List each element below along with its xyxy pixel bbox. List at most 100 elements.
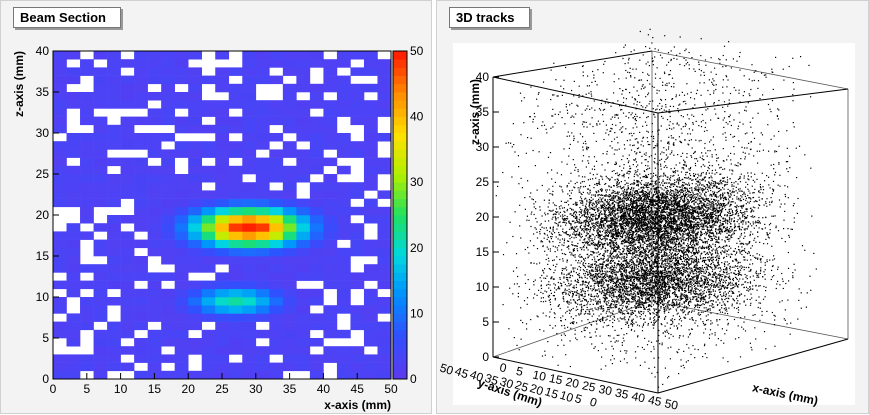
scatter-point (759, 144, 760, 145)
scatter-point (751, 141, 752, 142)
heatmap-cell (134, 141, 148, 150)
heatmap-cell (256, 174, 270, 183)
scatter-point (673, 137, 674, 138)
scatter-point (596, 335, 597, 336)
scatter-point (651, 42, 652, 43)
scatter-point (634, 50, 635, 51)
scatter-point (635, 99, 636, 100)
scatter-point (587, 192, 588, 193)
heatmap-cell (175, 248, 189, 256)
scatter-point (602, 239, 603, 240)
scatter-point (533, 119, 534, 120)
scatter-point (654, 87, 655, 88)
x-tick-label: 25 (215, 382, 229, 396)
heatmap-cell (121, 256, 135, 265)
heatmap-cell (80, 108, 94, 117)
heatmap-cell (188, 149, 202, 158)
scatter-point (646, 169, 647, 170)
scatter-point (661, 116, 662, 117)
scatter-point (565, 335, 566, 336)
scatter-point (692, 129, 693, 130)
heatmap-cell (215, 281, 229, 290)
scatter-point (685, 229, 686, 230)
scatter-point (597, 318, 598, 319)
heatmap-cell (53, 256, 67, 265)
heatmap-cell (80, 166, 94, 175)
heatmap-cell (121, 141, 135, 150)
scatter-point (713, 85, 714, 86)
scatter-point (697, 90, 698, 91)
heatmap-cell (296, 305, 310, 314)
scatter-point (573, 232, 574, 233)
scatter-point (687, 133, 688, 134)
scatter-point (567, 240, 568, 241)
scatter-point (679, 136, 680, 137)
heatmap-cell (53, 51, 67, 60)
scatter-point (676, 59, 677, 60)
scatter-point (656, 234, 657, 235)
heatmap-cell (242, 264, 256, 273)
heatmap-cell (121, 240, 135, 249)
scatter-point (655, 237, 656, 238)
heatmap-cell (269, 215, 283, 224)
scatter-point (636, 316, 637, 317)
scatter-point (762, 192, 763, 193)
scatter-point (554, 204, 555, 205)
heatmap-cell (134, 174, 148, 183)
scatter-point (605, 365, 606, 366)
scatter-point (569, 135, 570, 136)
scatter-point (577, 300, 578, 301)
scatter-point (744, 91, 745, 92)
scatter-point (728, 308, 729, 309)
scatter-point (739, 122, 740, 123)
heatmap-cell (229, 322, 243, 331)
scatter-point (533, 233, 534, 234)
scatter-point (679, 226, 680, 227)
heatmap-cell (256, 125, 270, 134)
scatter-point (792, 100, 793, 101)
scatter-point (752, 186, 753, 187)
scatter-point (533, 263, 534, 264)
scatter-point (610, 128, 611, 129)
scatter-point (608, 185, 609, 186)
scatter-point (722, 134, 723, 135)
scatter-point (725, 237, 726, 238)
scatter-point (583, 186, 584, 187)
scatter-point (716, 84, 717, 85)
heatmap-cell (269, 190, 283, 199)
scatter-point (772, 276, 773, 277)
scatter-point (590, 173, 591, 174)
scatter-point (584, 232, 585, 233)
heatmap-cell (310, 231, 324, 240)
heatmap-cell (121, 100, 135, 109)
scatter-point (593, 187, 594, 188)
scatter-point (713, 235, 714, 236)
scatter-point (690, 333, 691, 334)
scatter-point (686, 197, 687, 198)
scatter-point (597, 69, 598, 70)
scatter-point (736, 190, 737, 191)
scatter-point (747, 215, 748, 216)
heatmap-cell (188, 199, 202, 208)
scatter-point (691, 194, 692, 195)
scatter-point (587, 85, 588, 86)
heatmap-cell (94, 51, 108, 60)
colorbar-step (393, 133, 407, 142)
scatter-point (666, 183, 667, 184)
scatter-point (550, 304, 551, 305)
scatter-point (673, 144, 674, 145)
heatmap-cell (377, 84, 391, 93)
colorbar-step (393, 158, 407, 167)
scatter-point (541, 301, 542, 302)
scatter-point (575, 260, 576, 261)
scatter-point (677, 123, 678, 124)
scatter-point (560, 279, 561, 280)
scatter-point (680, 36, 681, 37)
scatter-point (582, 66, 583, 67)
scatter-point (576, 306, 577, 307)
heatmap-cell (188, 67, 202, 76)
scatter-point (764, 224, 765, 225)
heatmap-cell (269, 59, 283, 67)
scatter-point (689, 334, 690, 335)
scatter-point (672, 98, 673, 99)
